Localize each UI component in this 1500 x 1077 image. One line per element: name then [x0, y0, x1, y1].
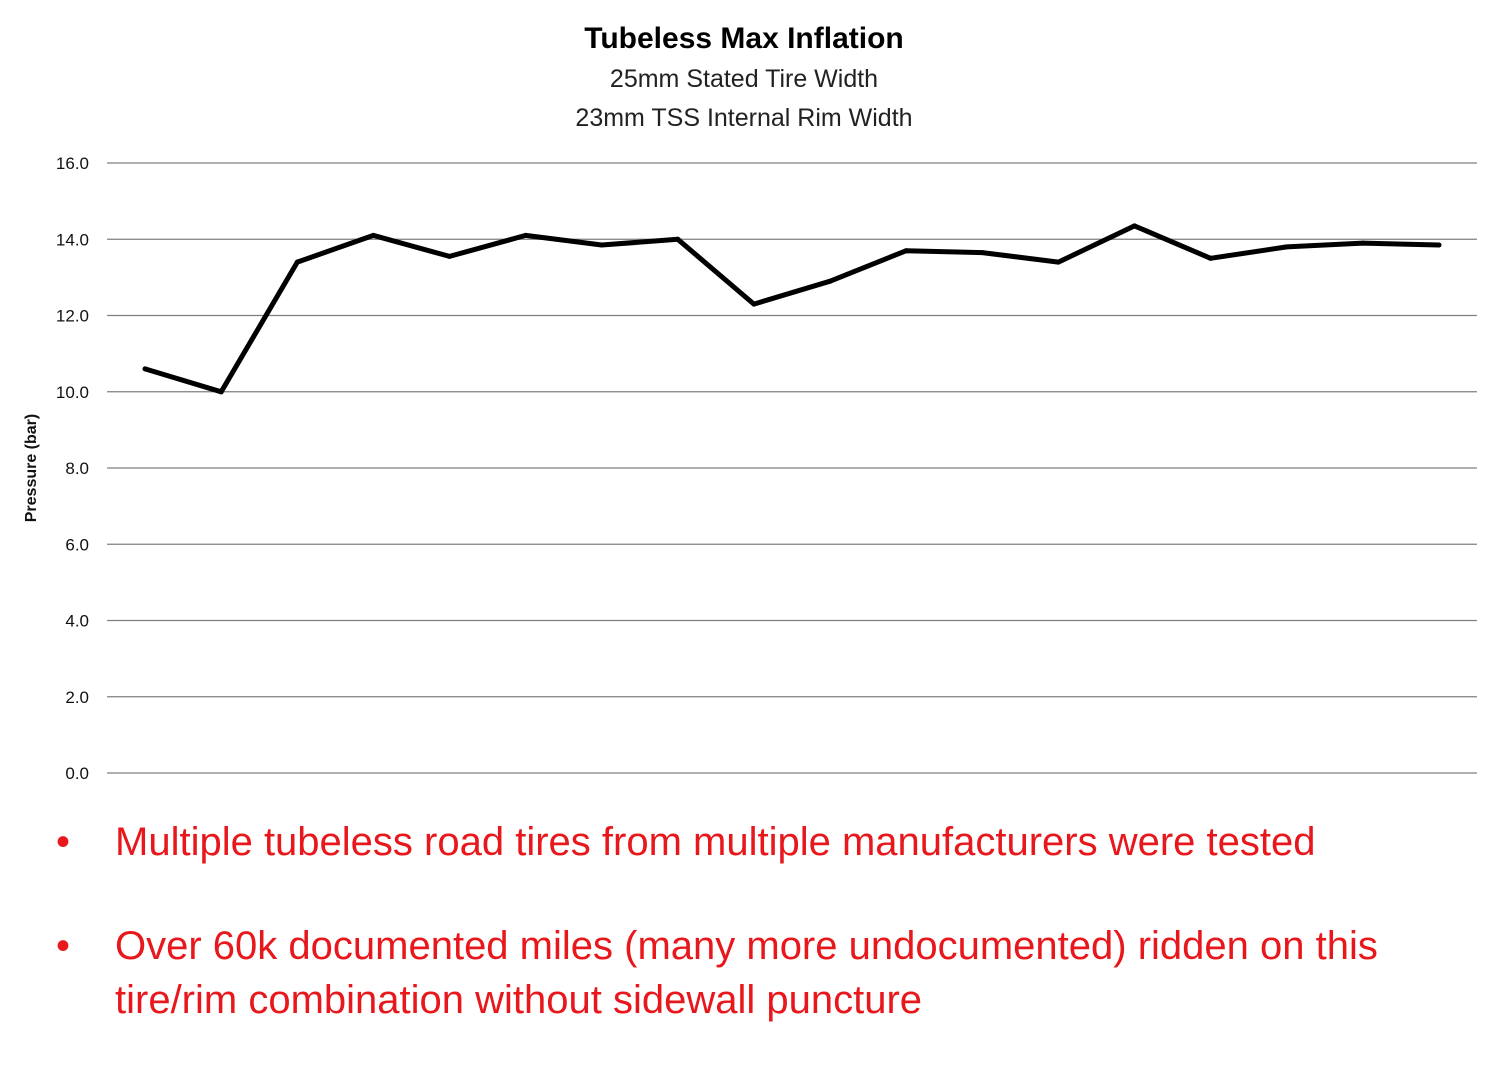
bullet-list: • Multiple tubeless road tires from mult… — [50, 815, 1470, 1077]
chart-subtitle-1: 25mm Stated Tire Width — [610, 65, 878, 93]
data-point — [827, 278, 833, 284]
data-point — [1132, 223, 1137, 229]
data-point — [523, 232, 529, 238]
chart-title: Tubeless Max Inflation — [584, 22, 904, 55]
y-tick-label: 8.0 — [65, 459, 89, 478]
data-point — [675, 236, 681, 242]
series-line — [142, 223, 1442, 395]
data-point — [447, 253, 452, 259]
y-axis-ticks: 0.0 2.0 4.0 6.0 8.0 10.0 12.0 14.0 16.0 — [56, 154, 89, 783]
data-point — [370, 232, 376, 238]
data-point — [218, 389, 224, 395]
series-layer — [142, 223, 1442, 395]
bullet-marker: • — [56, 924, 71, 968]
y-tick-label: 4.0 — [65, 612, 89, 631]
y-tick-label: 10.0 — [56, 383, 89, 402]
y-tick-label: 16.0 — [56, 154, 89, 173]
data-point — [903, 248, 909, 254]
chart-subtitle-2: 23mm TSS Internal Rim Width — [575, 104, 912, 132]
y-tick-label: 6.0 — [65, 535, 89, 554]
bullet-text: Over 60k documented miles (many more und… — [115, 924, 1378, 1022]
data-point — [599, 242, 605, 248]
data-point — [1055, 259, 1061, 265]
y-tick-label: 12.0 — [56, 307, 89, 326]
y-tick-label: 0.0 — [65, 764, 89, 783]
data-point — [751, 301, 757, 307]
bullet-text: Multiple tubeless road tires from multip… — [115, 820, 1316, 864]
data-point — [979, 250, 985, 256]
y-tick-label: 2.0 — [65, 688, 89, 707]
data-point — [142, 366, 148, 372]
gridlines — [107, 162, 1477, 774]
y-axis-label: Pressure (bar) — [23, 414, 40, 523]
data-point — [1436, 242, 1442, 248]
data-point — [1360, 240, 1366, 246]
data-point — [294, 259, 300, 265]
bullet-item: • Multiple tubeless road tires from mult… — [50, 815, 1470, 869]
line-chart: Tubeless Max Inflation 25mm Stated Tire … — [23, 22, 1477, 783]
bullet-item: • Over 60k documented miles (many more u… — [50, 919, 1470, 1027]
bullet-marker: • — [56, 820, 71, 864]
y-tick-label: 14.0 — [56, 230, 89, 249]
data-point — [1208, 255, 1214, 261]
data-point — [1284, 244, 1290, 250]
